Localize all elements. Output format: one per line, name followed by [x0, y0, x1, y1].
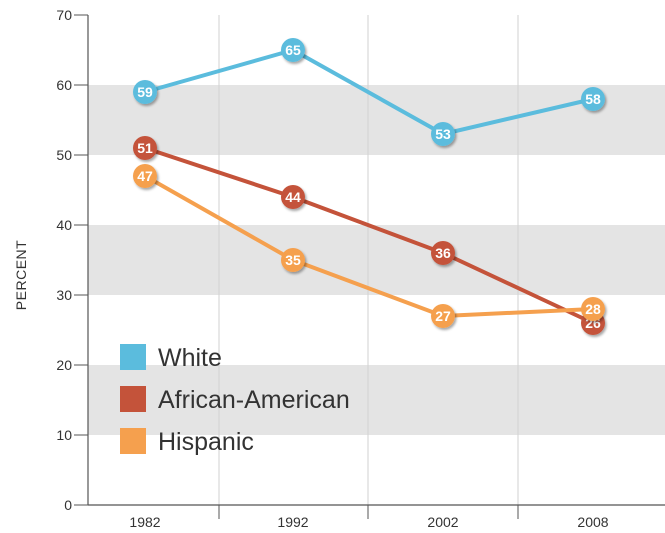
background-band [88, 365, 665, 435]
legend-item: White [120, 344, 222, 372]
data-point: 65 [281, 38, 305, 62]
x-tick-label: 1982 [129, 514, 160, 530]
data-label: 59 [137, 84, 153, 100]
data-label: 53 [435, 126, 451, 142]
y-axis-title: PERCENT [13, 240, 29, 310]
legend-swatch [120, 428, 146, 454]
x-axis-ticks: 1982 1992 2002 2008 [129, 505, 609, 530]
background-band [88, 295, 665, 365]
y-tick-label: 0 [64, 497, 72, 513]
legend: White African-American Hispanic [120, 344, 350, 456]
y-tick-label: 40 [56, 217, 72, 233]
background-band [88, 225, 665, 295]
data-label: 51 [137, 140, 153, 156]
data-point: 58 [581, 87, 605, 111]
data-label: 58 [585, 91, 601, 107]
legend-label: White [158, 344, 222, 372]
vertical-gridlines [218, 15, 519, 505]
y-tick-label: 10 [56, 427, 72, 443]
background-band [88, 15, 665, 85]
data-point-marker [281, 185, 305, 209]
data-point: 53 [431, 122, 455, 146]
y-tick-label: 30 [56, 287, 72, 303]
y-tick-label: 60 [56, 77, 72, 93]
data-point-marker [133, 80, 157, 104]
data-label: 27 [435, 308, 451, 324]
data-point-marker [133, 136, 157, 160]
legend-label: African-American [158, 386, 350, 414]
series-lines [144, 48, 594, 325]
x-tick-label: 2008 [577, 514, 608, 530]
y-axis-ticks: 0 10 20 30 40 50 60 70 [56, 7, 88, 513]
data-label: 36 [435, 245, 451, 261]
data-label: 35 [285, 252, 301, 268]
series-line [144, 146, 594, 325]
y-tick-label: 20 [56, 357, 72, 373]
data-label: 65 [285, 42, 301, 58]
data-label: 28 [585, 301, 601, 317]
data-point-marker [281, 248, 305, 272]
legend-swatch [120, 386, 146, 412]
x-tick-label: 2002 [427, 514, 458, 530]
legend-item: African-American [120, 386, 350, 414]
series-line [144, 48, 594, 136]
data-point-marker [133, 164, 157, 188]
legend-label: Hispanic [158, 428, 254, 456]
background-band [88, 155, 665, 225]
data-point: 36 [431, 241, 455, 265]
data-point: 51 [133, 136, 157, 160]
data-label: 47 [137, 168, 153, 184]
data-point-marker [581, 297, 605, 321]
y-tick-label: 50 [56, 147, 72, 163]
data-label: 44 [285, 189, 301, 205]
legend-item: Hispanic [120, 428, 254, 456]
data-point: 28 [581, 297, 605, 321]
data-point: 47 [133, 164, 157, 188]
data-point: 27 [431, 304, 455, 328]
data-point: 35 [281, 248, 305, 272]
data-point-marker [431, 241, 455, 265]
data-point-marker [581, 87, 605, 111]
y-tick-label: 70 [56, 7, 72, 23]
series-line [144, 174, 594, 318]
data-point: 44 [281, 185, 305, 209]
background-bands [88, 15, 665, 505]
data-point-marker [431, 122, 455, 146]
data-point-marker [431, 304, 455, 328]
axes [87, 15, 665, 506]
x-tick-label: 1992 [277, 514, 308, 530]
background-band [88, 435, 665, 505]
data-point: 59 [133, 80, 157, 104]
data-point-marker [281, 38, 305, 62]
legend-swatch [120, 344, 146, 370]
